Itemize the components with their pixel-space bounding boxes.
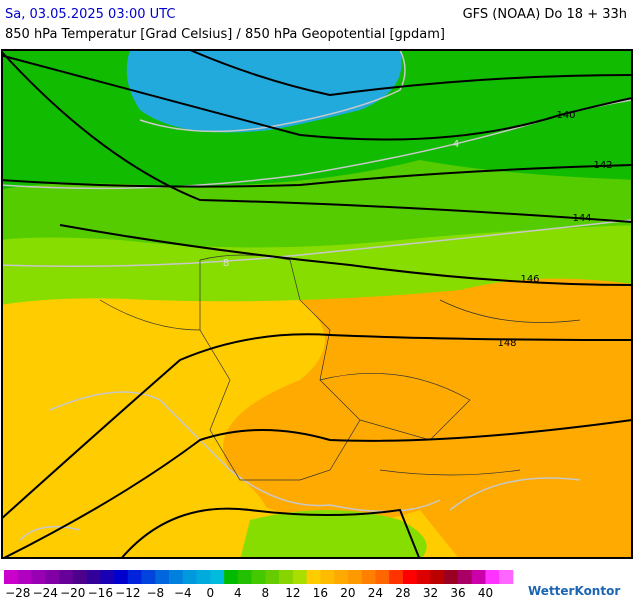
colorbar-swatch — [334, 570, 349, 584]
colorbar-label: −28 — [5, 586, 30, 600]
isotherm-label: 8 — [223, 258, 229, 269]
colorbar-label: 12 — [285, 586, 300, 600]
model-label: GFS (NOAA) Do 18 + 33h — [463, 7, 627, 22]
colorbar-swatch — [224, 570, 239, 584]
colorbar-swatch — [45, 570, 60, 584]
colorbar-swatch — [155, 570, 170, 584]
contour-label: 148 — [497, 338, 516, 349]
colorbar-label: −24 — [33, 586, 58, 600]
colorbar-swatch — [141, 570, 156, 584]
colorbar-label: −12 — [115, 586, 140, 600]
contour-label: 146 — [520, 274, 539, 285]
colorbar-swatch — [347, 570, 362, 584]
colorbar-swatch — [430, 570, 445, 584]
colorbar-swatch — [389, 570, 404, 584]
colorbar-swatch — [169, 570, 184, 584]
colorbar-swatch — [210, 570, 225, 584]
colorbar-label: 16 — [313, 586, 328, 600]
colorbar-swatch — [86, 570, 101, 584]
colorbar-label: −16 — [88, 586, 113, 600]
colorbar-swatch — [499, 570, 514, 584]
colorbar-label: 24 — [368, 586, 383, 600]
colorbar-swatch — [375, 570, 390, 584]
colorbar-label: 20 — [340, 586, 355, 600]
colorbar-swatch — [114, 570, 129, 584]
colorbar-swatch — [444, 570, 459, 584]
colorbar-swatch — [17, 570, 32, 584]
colorbar-swatch — [196, 570, 211, 584]
colorbar-swatch — [402, 570, 418, 584]
colorbar-swatch — [416, 570, 431, 584]
contour-label: 140 — [556, 110, 575, 121]
logo: WetterKontor — [528, 584, 620, 598]
colorbar-swatch — [72, 570, 87, 584]
colorbar-swatch — [471, 570, 486, 584]
colorbar-swatch — [127, 570, 142, 584]
colorbar-swatch — [4, 570, 19, 584]
subtitle: 850 hPa Temperatur [Grad Celsius] / 850 … — [5, 27, 445, 42]
colorbar-label: 36 — [450, 586, 465, 600]
colorbar-label: −20 — [60, 586, 85, 600]
colorbar-label: 32 — [423, 586, 438, 600]
zone-blue — [126, 50, 402, 133]
colorbar-label: 8 — [262, 586, 270, 600]
contour-label: 144 — [572, 213, 591, 224]
colorbar-swatch — [100, 570, 115, 584]
colorbar-label: 28 — [395, 586, 410, 600]
colorbar-swatch — [292, 570, 307, 584]
colorbar-label: −8 — [146, 586, 164, 600]
colorbar-swatch — [31, 570, 46, 584]
date-label: Sa, 03.05.2025 03:00 UTC — [5, 7, 175, 22]
colorbar-swatch — [237, 570, 252, 584]
colorbar-swatch — [320, 570, 335, 584]
colorbar: −28 −24 −20 −16 −12 −8 −4 0 4 8 12 16 20 24 28 32 36 40 — [4, 570, 514, 600]
colorbar-label: 4 — [234, 586, 242, 600]
colorbar-label: 40 — [478, 586, 493, 600]
colorbar-swatch — [457, 570, 473, 584]
colorbar-swatch — [306, 570, 321, 584]
zone-alps — [240, 510, 427, 558]
contour-label: 142 — [593, 160, 612, 171]
colorbar-swatch — [361, 570, 376, 584]
colorbar-swatch — [59, 570, 74, 584]
colorbar-label: 0 — [207, 586, 215, 600]
colorbar-label: −4 — [174, 586, 192, 600]
colorbar-swatch — [265, 570, 280, 584]
colorbar-swatch — [182, 570, 197, 584]
map: 140 142 144 146 148 4 8 — [1, 49, 633, 559]
colorbar-swatch — [485, 570, 500, 584]
isotherm-label: 4 — [453, 139, 459, 150]
colorbar-swatch — [279, 570, 294, 584]
colorbar-swatch — [251, 570, 266, 584]
